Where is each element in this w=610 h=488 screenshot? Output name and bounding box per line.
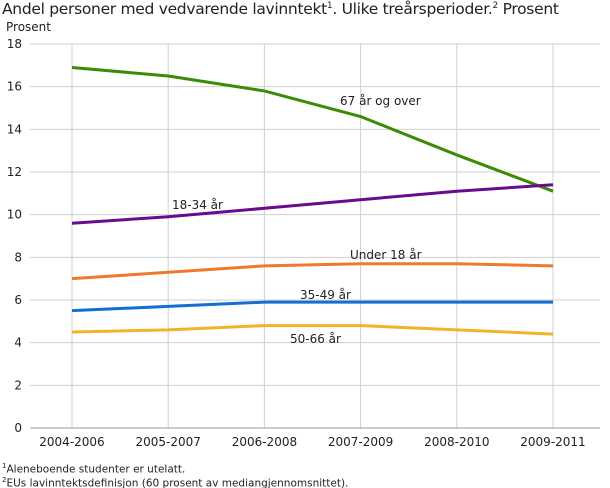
series-label: 18-34 år (172, 198, 223, 212)
y-tick-label: 6 (14, 293, 22, 307)
x-tick-label: 2005-2007 (135, 435, 200, 449)
x-tick-label: 2004-2006 (39, 435, 104, 449)
x-tick-label: 2009-2011 (520, 435, 585, 449)
footnote-2: 2EUs lavinntektsdefinisjon (60 prosent a… (2, 476, 349, 488)
footnote-1: 1Aleneboende studenter er utelatt. (2, 462, 186, 476)
y-tick-label: 18 (7, 37, 22, 51)
y-axis-label: Prosent (6, 20, 51, 34)
series-label: Under 18 år (350, 248, 422, 262)
series-line-4 (71, 324, 554, 336)
series-line-1 (71, 183, 554, 225)
y-tick-label: 0 (14, 421, 22, 435)
y-tick-label: 16 (7, 80, 22, 94)
series-label: 67 år og over (340, 94, 421, 108)
series-label: 35-49 år (300, 288, 351, 302)
series-label: 50-66 år (290, 332, 341, 346)
y-tick-label: 8 (14, 250, 22, 264)
series-line-0 (71, 65, 554, 193)
x-tick-label: 2006-2008 (232, 435, 297, 449)
chart-title: Andel personer med vedvarende lavinntekt… (2, 0, 559, 18)
series-line-3 (71, 300, 553, 313)
x-tick-label: 2007-2009 (328, 435, 393, 449)
y-tick-label: 14 (7, 122, 22, 136)
series-line-2 (71, 262, 554, 281)
y-tick-label: 4 (14, 336, 22, 350)
y-tick-label: 2 (14, 378, 22, 392)
x-tick-label: 2008-2010 (424, 435, 489, 449)
y-tick-label: 10 (7, 208, 22, 222)
y-tick-label: 12 (7, 165, 22, 179)
